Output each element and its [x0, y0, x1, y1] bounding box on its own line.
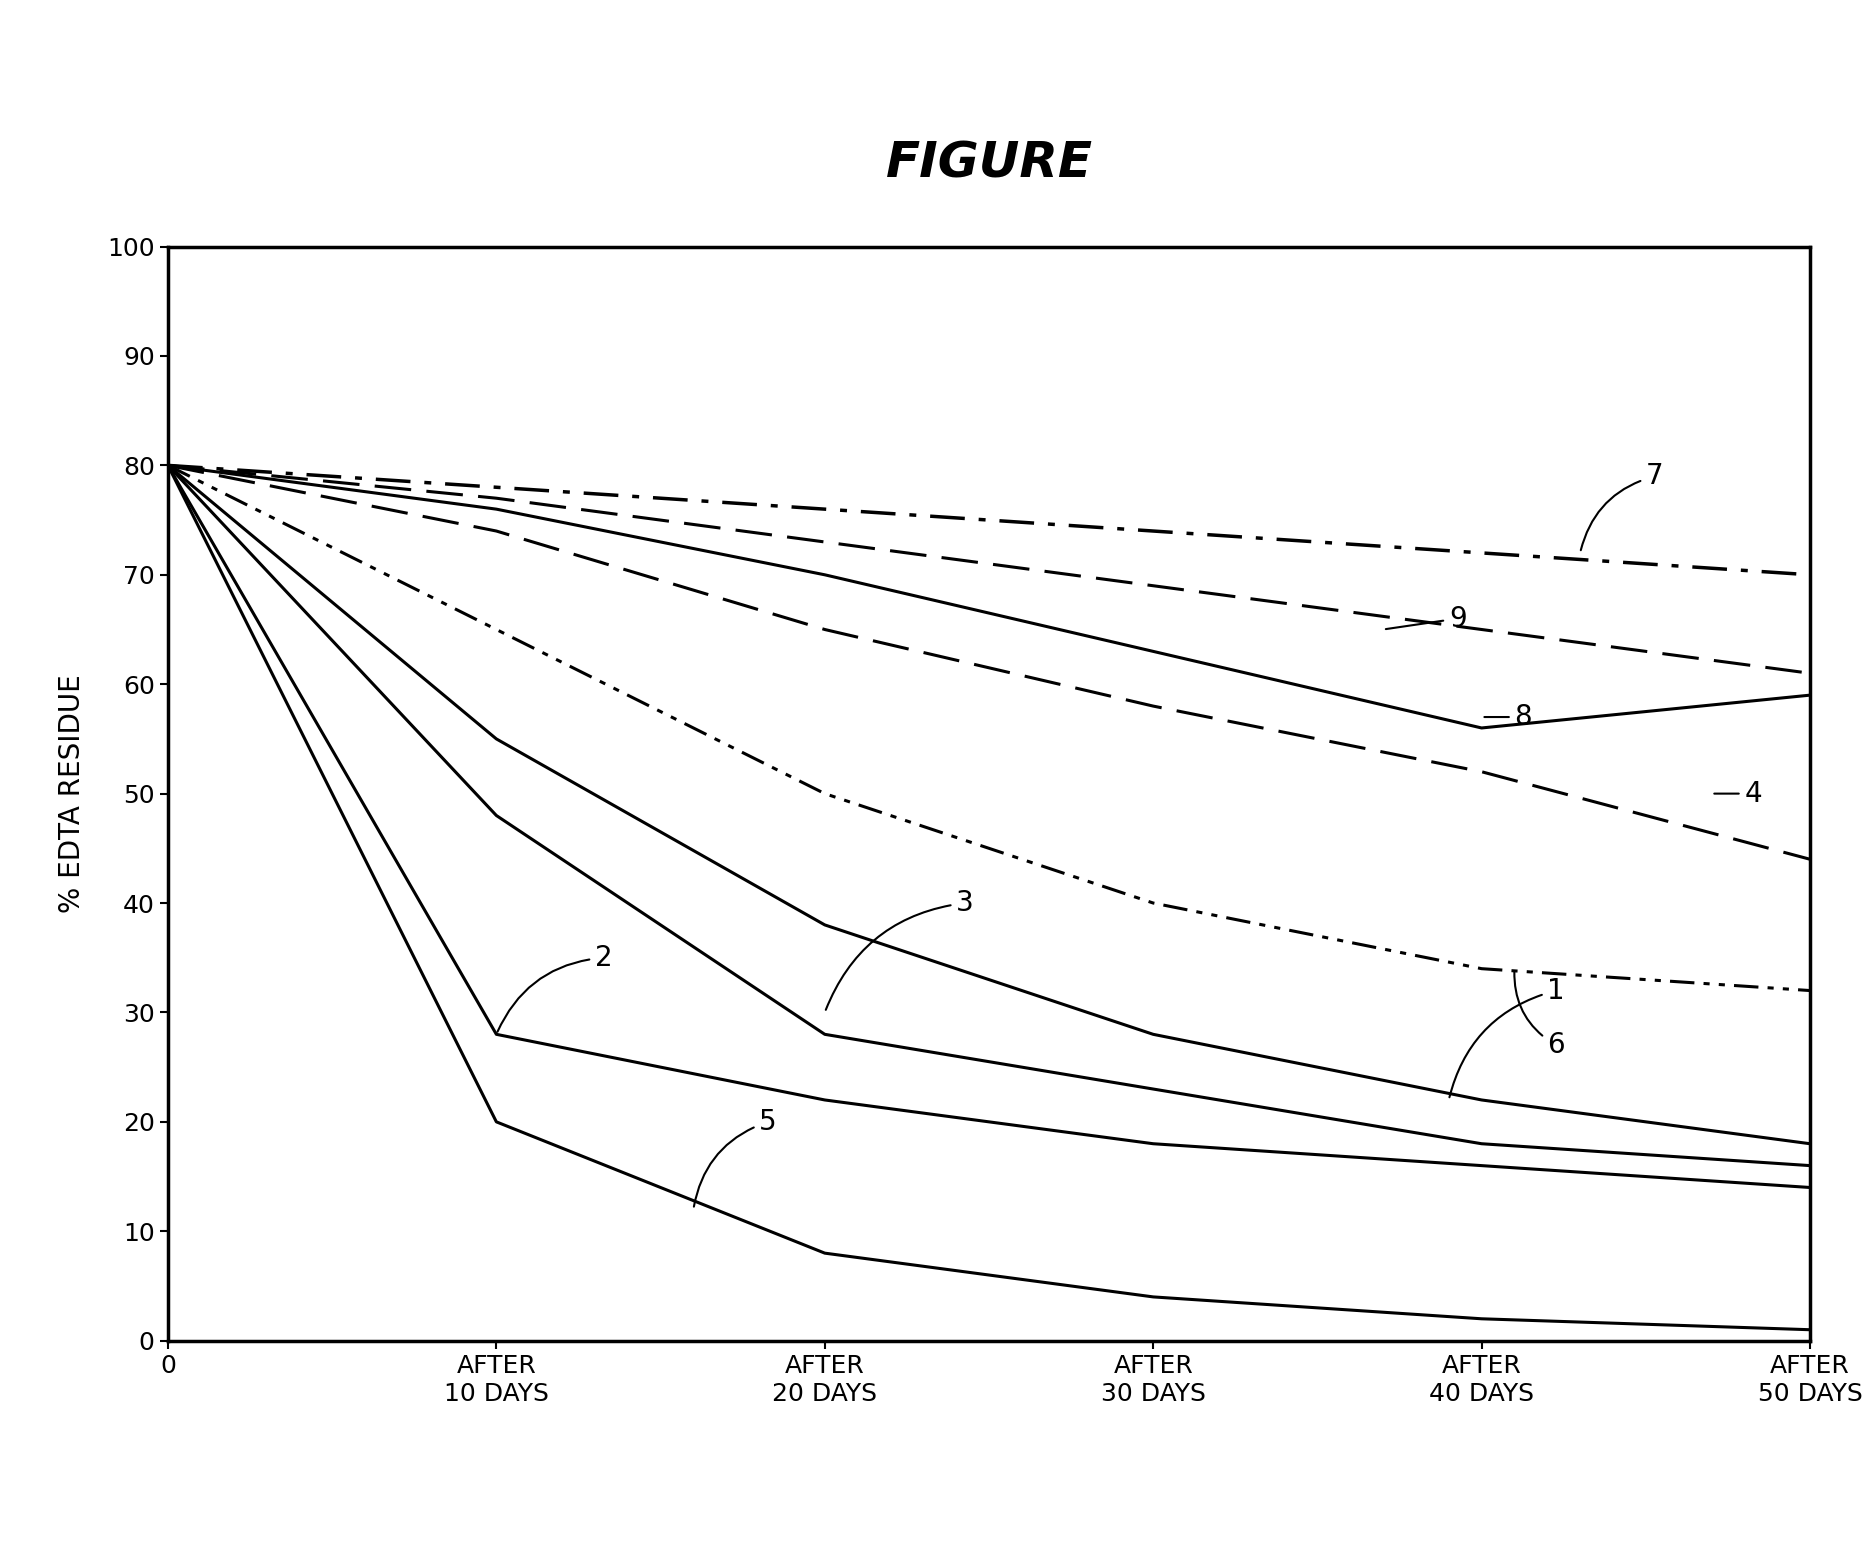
Text: 7: 7 [1581, 462, 1663, 550]
Text: 4: 4 [1715, 780, 1762, 807]
Text: 3: 3 [827, 889, 974, 1009]
Text: 1: 1 [1450, 977, 1566, 1097]
Text: 2: 2 [498, 943, 612, 1032]
Y-axis label: % EDTA RESIDUE: % EDTA RESIDUE [58, 675, 86, 912]
Text: 9: 9 [1386, 604, 1467, 632]
Text: 6: 6 [1515, 971, 1566, 1059]
Text: 8: 8 [1483, 703, 1532, 730]
Text: 5: 5 [694, 1108, 776, 1207]
Title: FIGURE: FIGURE [886, 139, 1092, 186]
